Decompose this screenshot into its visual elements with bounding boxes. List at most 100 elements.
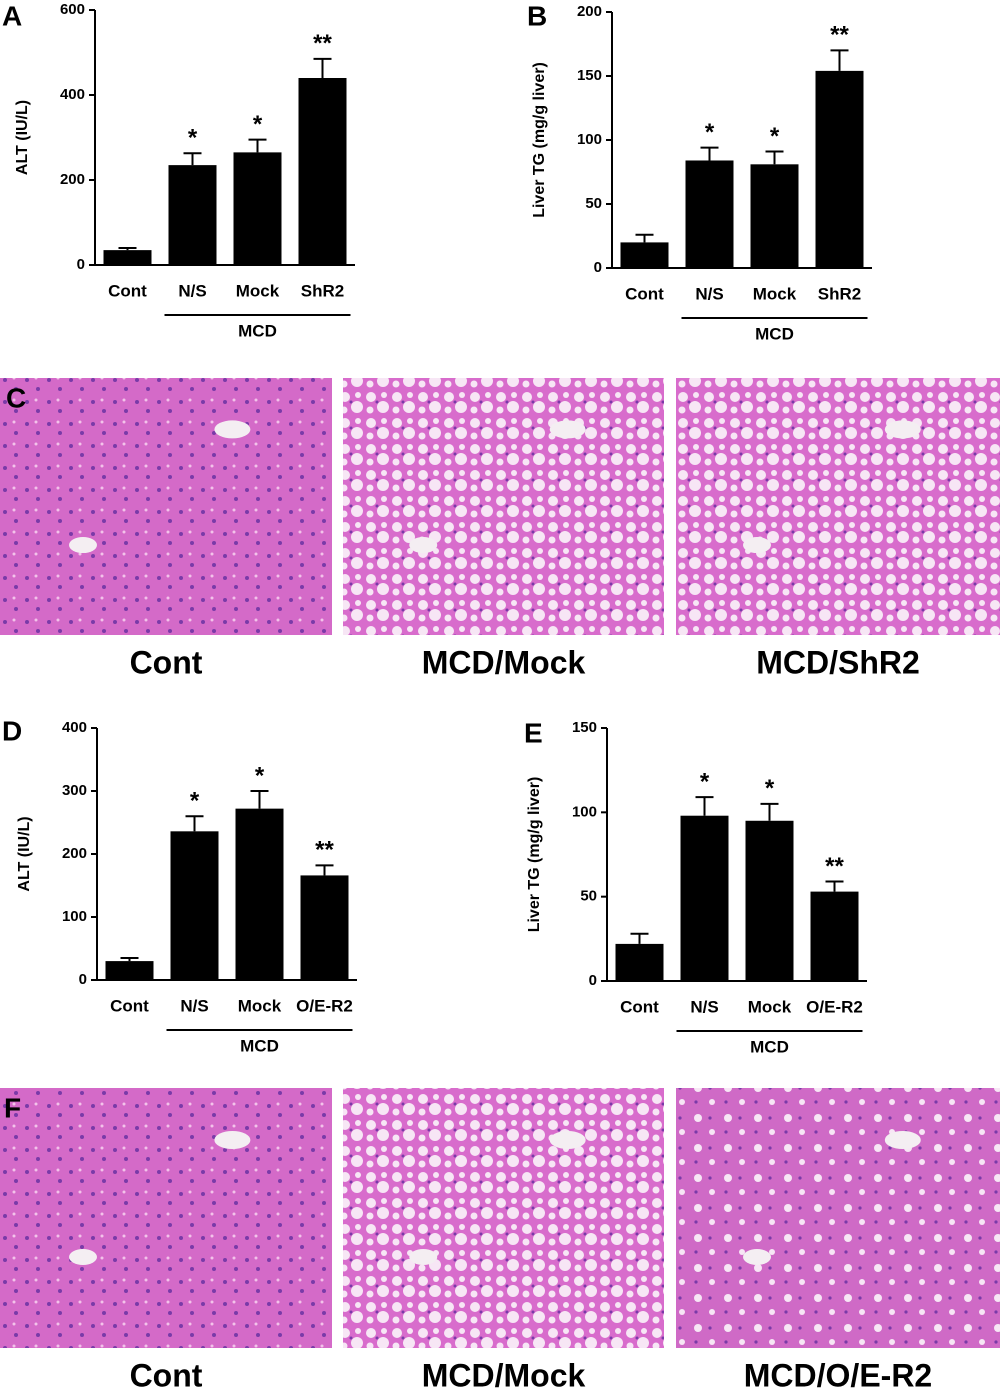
x-tick-label: O/E-R2 <box>296 996 353 1015</box>
bar <box>680 815 729 981</box>
panel-label: C <box>6 382 26 413</box>
x-tick-label: Mock <box>753 284 797 303</box>
y-tick-label: 50 <box>580 888 597 905</box>
significance: * <box>770 123 780 150</box>
vessel <box>409 537 438 554</box>
y-tick-label: 0 <box>589 972 597 989</box>
histology-image <box>676 1088 1000 1348</box>
bar <box>620 242 669 268</box>
x-tick-label: N/S <box>178 281 206 300</box>
significance: ** <box>825 853 844 880</box>
histology-image <box>0 1088 332 1348</box>
vessel <box>549 420 586 439</box>
y-tick-label: 200 <box>62 845 87 862</box>
significance: * <box>255 762 265 789</box>
y-axis-label: Liver TG (mg/g liver) <box>526 777 543 933</box>
bar <box>815 70 864 268</box>
x-tick-label: N/S <box>695 284 723 303</box>
y-tick-label: 400 <box>62 719 87 736</box>
panel-label: E <box>524 717 543 748</box>
x-tick-label: Mock <box>748 997 792 1016</box>
histology-image <box>676 378 1000 635</box>
histology-image <box>0 378 332 635</box>
vessel <box>743 537 771 554</box>
vessel <box>214 1131 251 1149</box>
vessel <box>69 537 97 554</box>
x-tick-label: Cont <box>620 997 659 1016</box>
bar <box>810 891 859 981</box>
y-tick-label: 150 <box>577 67 602 84</box>
x-tick-label: N/S <box>690 997 718 1016</box>
group-label: MCD <box>750 1037 789 1056</box>
y-tick-label: 0 <box>77 256 85 273</box>
vessel <box>884 420 921 439</box>
x-tick-label: ShR2 <box>301 281 344 300</box>
bar <box>300 875 349 980</box>
x-tick-label: N/S <box>180 996 208 1015</box>
y-tick-label: 50 <box>585 195 602 212</box>
x-tick-label: O/E-R2 <box>806 997 863 1016</box>
x-tick-label: Cont <box>110 996 149 1015</box>
panel-label: A <box>2 0 22 31</box>
vessel <box>549 1131 586 1149</box>
y-tick-label: 600 <box>60 1 85 18</box>
significance: * <box>253 111 263 138</box>
group-label: MCD <box>240 1036 279 1055</box>
group-label: MCD <box>238 321 277 340</box>
y-axis-label: ALT (IU/L) <box>16 816 33 891</box>
image-caption: Cont <box>130 1357 203 1393</box>
y-axis-label: ALT (IU/L) <box>14 100 31 175</box>
y-tick-label: 300 <box>62 782 87 799</box>
bar <box>168 165 217 265</box>
image-caption: MCD/ShR2 <box>756 644 920 680</box>
significance: * <box>705 119 715 146</box>
x-tick-label: Mock <box>236 281 280 300</box>
y-tick-label: 200 <box>577 3 602 20</box>
bar <box>233 152 282 265</box>
x-tick-label: Cont <box>108 281 147 300</box>
bar <box>745 820 794 981</box>
significance: * <box>188 125 198 152</box>
panel-label: D <box>2 715 22 746</box>
image-caption: MCD/O/E-R2 <box>744 1357 932 1393</box>
significance: ** <box>313 30 332 57</box>
vessel <box>69 1249 97 1265</box>
bar <box>298 78 347 265</box>
x-tick-label: Cont <box>625 284 664 303</box>
image-caption: MCD/Mock <box>422 1357 586 1393</box>
bar <box>103 250 152 265</box>
y-axis-label: Liver TG (mg/g liver) <box>531 62 548 218</box>
vessel <box>409 1249 438 1265</box>
bar <box>685 160 734 268</box>
bar <box>615 943 664 981</box>
significance: ** <box>830 22 849 49</box>
x-tick-label: ShR2 <box>818 284 861 303</box>
histology-image <box>343 378 664 635</box>
significance: * <box>765 775 775 802</box>
panel-label: B <box>527 0 547 31</box>
vessel <box>884 1131 921 1149</box>
bar <box>170 831 219 980</box>
significance: * <box>700 768 710 795</box>
image-caption: Cont <box>130 644 203 680</box>
vessel <box>214 420 251 439</box>
significance: * <box>190 788 200 815</box>
bar <box>235 808 284 980</box>
bar <box>105 961 154 980</box>
y-tick-label: 200 <box>60 171 85 188</box>
bar <box>750 164 799 268</box>
y-tick-label: 100 <box>62 908 87 925</box>
panel-label: F <box>4 1092 21 1123</box>
y-tick-label: 0 <box>594 259 602 276</box>
group-label: MCD <box>755 324 794 343</box>
significance: ** <box>315 837 334 864</box>
x-tick-label: Mock <box>238 996 282 1015</box>
y-tick-label: 400 <box>60 86 85 103</box>
histology-image <box>343 1088 664 1348</box>
vessel <box>743 1249 771 1265</box>
y-tick-label: 0 <box>79 971 87 988</box>
y-tick-label: 100 <box>572 803 597 820</box>
y-tick-label: 150 <box>572 719 597 736</box>
